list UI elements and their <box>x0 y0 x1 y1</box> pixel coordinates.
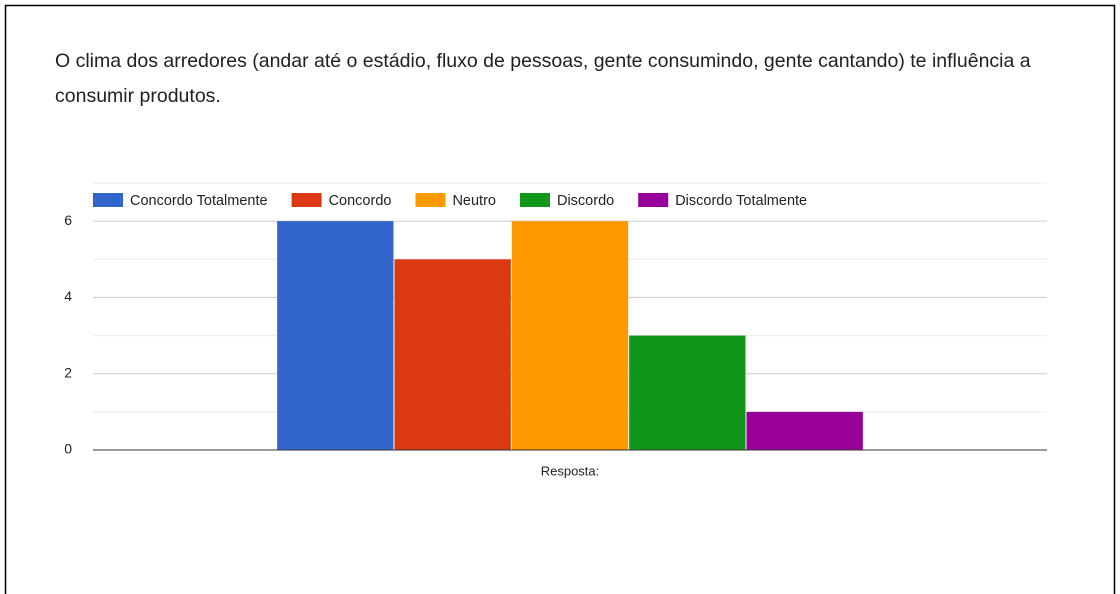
legend-swatch <box>291 193 322 207</box>
legend-label: Concordo <box>329 193 392 209</box>
legend-swatch <box>415 193 446 207</box>
legend-label: Discordo <box>557 193 614 209</box>
bar <box>511 221 629 450</box>
y-tick-label: 0 <box>64 441 72 457</box>
chart-title: O clima dos arredores (andar até o estád… <box>55 50 1031 107</box>
legend-swatch <box>93 193 123 207</box>
legend-label: Neutro <box>452 193 496 209</box>
bar <box>629 335 746 450</box>
legend-swatch <box>519 193 550 207</box>
y-tick-label: 6 <box>64 212 72 228</box>
legend-label: Discordo Totalmente <box>675 193 807 209</box>
x-axis-label: Resposta: <box>541 463 600 478</box>
y-tick-label: 2 <box>64 364 72 380</box>
legend-label: Concordo Totalmente <box>130 193 268 209</box>
y-tick-label: 4 <box>64 288 72 304</box>
bar <box>394 259 511 450</box>
bar <box>277 221 394 450</box>
frame <box>4 4 1116 594</box>
bar <box>746 411 863 450</box>
legend-swatch <box>638 193 669 207</box>
